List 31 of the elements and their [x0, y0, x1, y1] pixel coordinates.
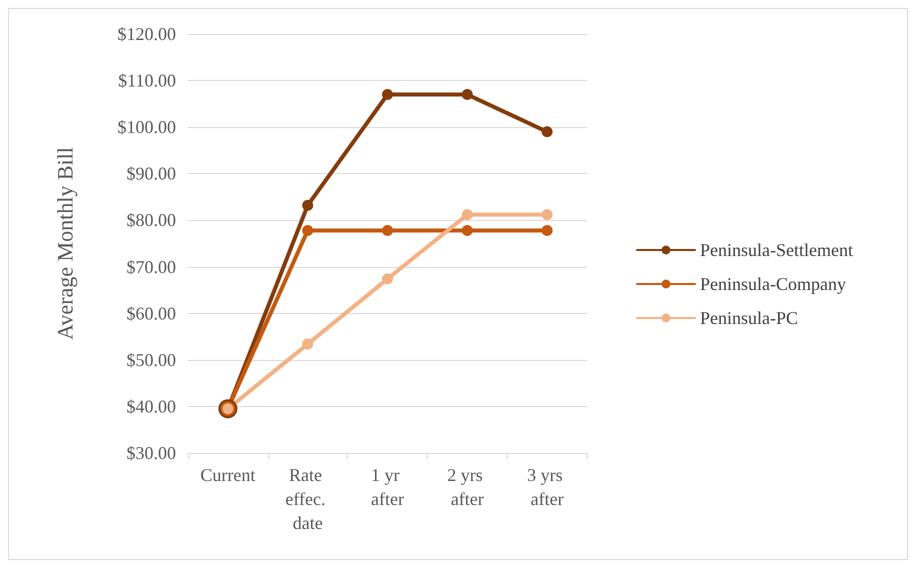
legend-label: Peninsula-PC: [700, 308, 798, 328]
y-tick-label: $30.00: [126, 443, 176, 463]
y-tick-label: $90.00: [126, 164, 176, 184]
point: [302, 338, 314, 350]
x-tick-label: 1 yr after: [371, 465, 404, 509]
y-tick-label: $110.00: [118, 70, 176, 91]
legend-label: Peninsula-Settlement: [700, 240, 853, 260]
y-tick-label: $80.00: [126, 210, 176, 230]
x-tick-label: 2 yrs after: [447, 465, 488, 509]
y-tick-label: $70.00: [126, 256, 176, 277]
point: [462, 209, 473, 220]
point: [462, 224, 473, 236]
x-tick-label: Rate effec. date: [285, 465, 330, 533]
point: [302, 200, 314, 211]
y-tick-label: $50.00: [126, 350, 176, 370]
point: [462, 89, 473, 100]
y-tick-label: $60.00: [126, 303, 176, 324]
y-tick-label: $120.00: [118, 24, 176, 44]
x-tick-label: Current: [200, 465, 256, 485]
y-tick-label: $100.00: [118, 117, 176, 138]
point: [302, 224, 314, 236]
x-tick-label: 3 yrs after: [527, 465, 568, 509]
legend-label: Peninsula-Company: [700, 274, 846, 294]
point: [542, 209, 553, 220]
point: [382, 89, 393, 100]
point: [542, 224, 553, 236]
point: [382, 224, 393, 236]
point: [382, 273, 393, 284]
y-axis-title: Average Monthly Bill: [52, 147, 78, 340]
y-tick-label: $40.00: [126, 396, 176, 416]
point: [542, 126, 553, 138]
